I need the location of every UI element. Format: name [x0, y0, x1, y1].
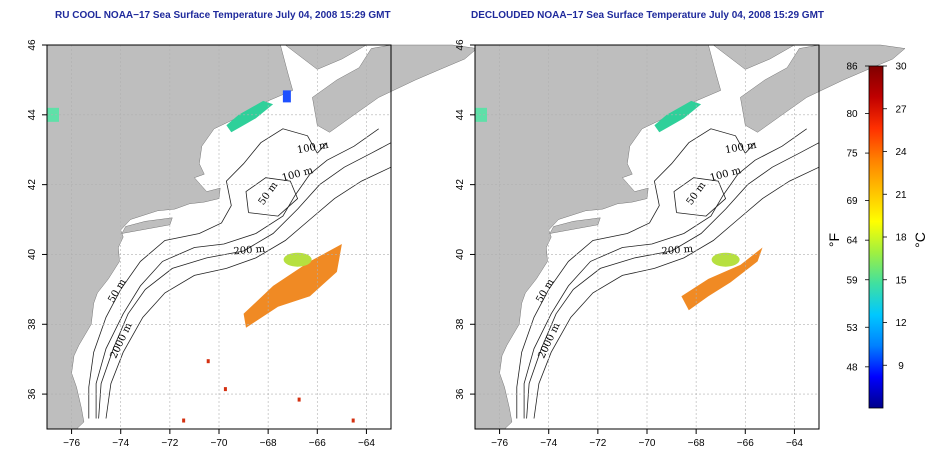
fahrenheit-tick-label: 53: [846, 323, 858, 334]
fahrenheit-tick-label: 64: [846, 236, 858, 247]
x-tick-label: −70: [639, 438, 656, 449]
right-map-title: DECLOUDED NOAA−17 Sea Surface Temperatur…: [471, 10, 825, 21]
y-tick-label: 38: [455, 318, 466, 330]
x-tick-label: −76: [491, 438, 508, 449]
sst-noise-pixel: [297, 397, 301, 402]
celsius-tick-label: 24: [895, 147, 907, 158]
fahrenheit-tick-label: 86: [846, 62, 858, 73]
x-tick-label: −66: [737, 438, 754, 449]
contour-50m: [516, 128, 756, 419]
sst-cooler-spot: [283, 252, 312, 267]
x-tick-label: −74: [540, 438, 557, 449]
x-tick-label: −68: [688, 438, 705, 449]
sst-warm-patch: [681, 247, 763, 311]
contour-label: 200 m: [661, 244, 694, 258]
contour-georges-bank: [245, 177, 299, 217]
fahrenheit-tick-label: 75: [846, 149, 858, 160]
celsius-tick-label: 15: [895, 275, 907, 286]
sst-patches: [475, 100, 763, 311]
sst-noise-pixel: [182, 418, 186, 423]
celsius-tick-label: 27: [895, 104, 907, 115]
x-tick-label: −68: [260, 438, 277, 449]
y-tick-label: 40: [27, 248, 38, 260]
fahrenheit-tick-label: 48: [846, 362, 858, 373]
y-tick-label: 40: [455, 248, 466, 260]
contour-2000m: [533, 166, 820, 419]
contour-200m: [526, 142, 820, 419]
x-tick-label: −72: [589, 438, 606, 449]
fahrenheit-tick-label: 80: [846, 109, 858, 120]
long-island-land: [549, 217, 601, 234]
contour-label: 200 m: [233, 244, 266, 258]
fahrenheit-tick-label: 59: [846, 275, 858, 286]
contour-georges-bank: [673, 177, 727, 217]
bathymetry-contours: [516, 128, 820, 419]
sst-noise-pixel: [223, 387, 227, 392]
sst-noise-pixel: [206, 359, 210, 364]
celsius-unit-label: °C: [912, 232, 928, 248]
x-tick-label: −64: [358, 438, 375, 449]
contour-200m: [98, 142, 392, 419]
colorbar-gradient: [868, 65, 884, 409]
sst-coastal-strip: [654, 100, 702, 133]
x-tick-label: −76: [63, 438, 80, 449]
sst-cooler-spot: [711, 252, 740, 267]
y-tick-label: 44: [455, 109, 466, 121]
y-tick-label: 46: [27, 39, 38, 51]
contour-50m: [88, 128, 328, 419]
colorbar-graphic: 30 27 24 21 18 15 12 9 86 80 75 69 64 59 53 48 °F °C: [826, 62, 928, 409]
left-map-title: RU COOL NOAA−17 Sea Surface Temperature …: [55, 10, 391, 21]
y-tick-label: 44: [27, 109, 38, 121]
sst-noise-pixel: [351, 418, 355, 423]
sst-coastal-strip: [226, 100, 274, 133]
x-tick-label: −64: [786, 438, 803, 449]
celsius-tick-label: 12: [895, 318, 907, 329]
y-tick-label: 42: [27, 179, 38, 191]
bathymetry-contours: [88, 128, 392, 419]
declouded-sst-map-panel: 100 m 100 m 50 m 200 m 50 m 2000 m −76 −74 −72 −7…: [455, 39, 906, 449]
x-tick-label: −72: [161, 438, 178, 449]
celsius-tick-label: 9: [898, 361, 904, 372]
fahrenheit-unit-label: °F: [826, 233, 842, 247]
y-tick-label: 36: [455, 388, 466, 400]
y-tick-label: 36: [27, 388, 38, 400]
y-tick-label: 38: [27, 318, 38, 330]
contour-100m: [523, 128, 807, 419]
celsius-tick-label: 18: [895, 233, 907, 244]
y-tick-label: 42: [455, 179, 466, 191]
nova-scotia-land: [740, 44, 906, 133]
sst-cold-pixels: [282, 90, 291, 103]
long-island-land: [121, 217, 173, 234]
contour-2000m: [105, 166, 392, 419]
celsius-tick-label: 21: [895, 190, 907, 201]
temperature-colorbar: 30 27 24 21 18 15 12 9 86 80 75 69 64 59 53 48 °F °C: [825, 50, 945, 420]
x-tick-label: −66: [309, 438, 326, 449]
x-tick-label: −70: [211, 438, 228, 449]
y-tick-label: 46: [455, 39, 466, 51]
raw-sst-map-panel: 100 m 100 m 50 m 200 m 50 m 2000 m −76 −74 −72 −7…: [27, 39, 478, 449]
contour-100m: [95, 128, 379, 419]
fahrenheit-tick-label: 69: [846, 196, 858, 207]
celsius-tick-label: 30: [895, 62, 907, 73]
x-tick-label: −74: [112, 438, 129, 449]
